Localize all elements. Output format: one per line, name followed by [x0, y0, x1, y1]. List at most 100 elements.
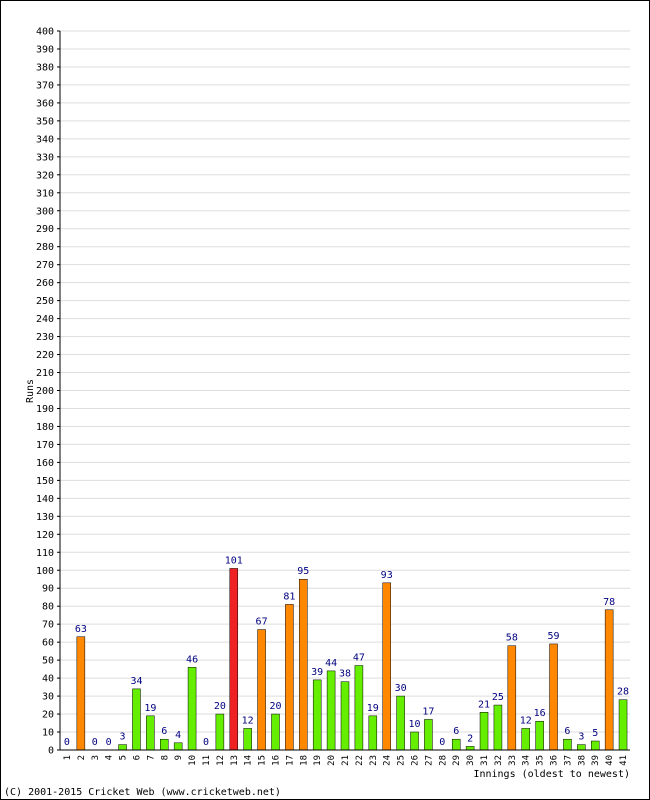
x-tick-label: 26 [411, 755, 421, 766]
y-tick-label: 230 [36, 332, 54, 343]
x-tick-label: 34 [522, 755, 532, 766]
y-tick-label: 360 [36, 98, 54, 109]
bar [577, 744, 586, 751]
x-tick-label: 18 [299, 755, 309, 766]
bar [521, 728, 530, 751]
bar [563, 738, 572, 751]
value-label: 34 [130, 676, 142, 687]
x-tick-label: 22 [355, 755, 365, 766]
x-tick-label: 23 [369, 755, 379, 766]
bar [118, 744, 127, 751]
x-tick-label: 31 [480, 755, 490, 766]
value-label: 19 [367, 703, 379, 714]
value-label: 58 [506, 633, 518, 644]
x-tick-label: 12 [216, 755, 226, 766]
y-tick-label: 280 [36, 242, 54, 253]
value-label: 93 [381, 570, 393, 581]
value-label: 6 [453, 726, 459, 737]
bar [396, 695, 405, 751]
value-label: 17 [422, 706, 434, 717]
bar [590, 740, 600, 751]
bar [76, 636, 86, 751]
value-label: 5 [592, 728, 598, 739]
value-label: 16 [534, 708, 546, 719]
value-label: 44 [325, 658, 337, 669]
value-label: 0 [106, 737, 112, 748]
y-tick-label: 190 [36, 404, 54, 415]
x-tick-label: 9 [174, 755, 184, 760]
y-tick-labels: 0 10 20 30 40 50 60 70 80 90 100 110 120 130 140 150 160… [36, 27, 60, 757]
value-label: 20 [214, 701, 226, 712]
y-tick-label: 340 [36, 134, 54, 145]
value-label: 12 [242, 715, 254, 726]
x-tick-label: 5 [119, 755, 129, 760]
bar [507, 645, 517, 751]
value-label: 95 [297, 566, 309, 577]
x-tick-label: 38 [577, 755, 587, 766]
value-label: 39 [311, 667, 323, 678]
value-label: 67 [256, 617, 268, 628]
bar [257, 629, 266, 751]
y-tick-label: 0 [48, 746, 54, 757]
y-tick-label: 200 [36, 386, 54, 397]
value-label: 0 [203, 737, 209, 748]
x-tick-label: 16 [271, 755, 281, 766]
y-tick-label: 140 [36, 494, 54, 505]
bar [187, 667, 197, 751]
y-tick-label: 390 [36, 44, 54, 55]
y-tick-label: 60 [42, 638, 54, 649]
y-tick-label: 160 [36, 458, 54, 469]
x-tick-label: 37 [563, 755, 573, 766]
bar [451, 738, 461, 751]
bar [410, 731, 419, 751]
bar [549, 643, 558, 751]
bar [312, 679, 322, 751]
y-tick-label: 30 [42, 692, 54, 703]
y-tick-label: 50 [42, 656, 54, 667]
x-tick-label: 3 [91, 755, 101, 760]
bar [271, 713, 280, 751]
y-tick-label: 400 [36, 27, 54, 38]
x-tick-label: 35 [536, 755, 546, 766]
bar [604, 609, 614, 751]
grid-lines [60, 30, 630, 733]
value-label: 4 [175, 730, 181, 741]
y-tick-label: 260 [36, 278, 54, 289]
x-tick-label: 13 [230, 755, 240, 766]
x-tick-label: 4 [105, 755, 115, 760]
bar [243, 728, 252, 751]
value-label: 3 [578, 732, 584, 743]
x-tick-label: 27 [424, 755, 434, 766]
x-tick-label: 28 [438, 755, 448, 766]
value-label: 46 [186, 654, 198, 665]
x-tick-label: 25 [397, 755, 407, 766]
y-tick-label: 20 [42, 710, 54, 721]
y-tick-label: 170 [36, 440, 54, 451]
x-tick-label: 15 [258, 755, 268, 766]
value-label: 38 [339, 669, 351, 680]
x-tick-label: 41 [619, 755, 629, 766]
x-tick-label: 19 [313, 755, 323, 766]
bar [160, 738, 169, 751]
y-tick-label: 240 [36, 314, 54, 325]
x-tick-label: 30 [466, 755, 476, 766]
bar [354, 665, 364, 751]
bar [493, 704, 503, 751]
bar [299, 578, 308, 751]
y-tick-label: 270 [36, 260, 54, 271]
bar [618, 699, 628, 751]
value-label: 0 [92, 737, 98, 748]
value-label: 21 [478, 699, 490, 710]
bar [132, 688, 141, 751]
x-tick-label: 1 [63, 755, 73, 760]
value-label: 0 [439, 737, 445, 748]
bars [76, 568, 628, 751]
x-tick-labels: 1 2 3 4 5 6 7 8 9 10 11 12 13 14 15 16 17 18 19 20 21 22 23 24 2… [63, 755, 629, 766]
x-tick-label: 40 [605, 755, 615, 766]
bar [368, 715, 378, 751]
x-tick-label: 17 [285, 755, 295, 766]
x-tick-label: 14 [244, 755, 254, 766]
x-tick-label: 8 [160, 755, 170, 760]
value-label: 10 [408, 719, 420, 730]
bar [285, 604, 294, 751]
